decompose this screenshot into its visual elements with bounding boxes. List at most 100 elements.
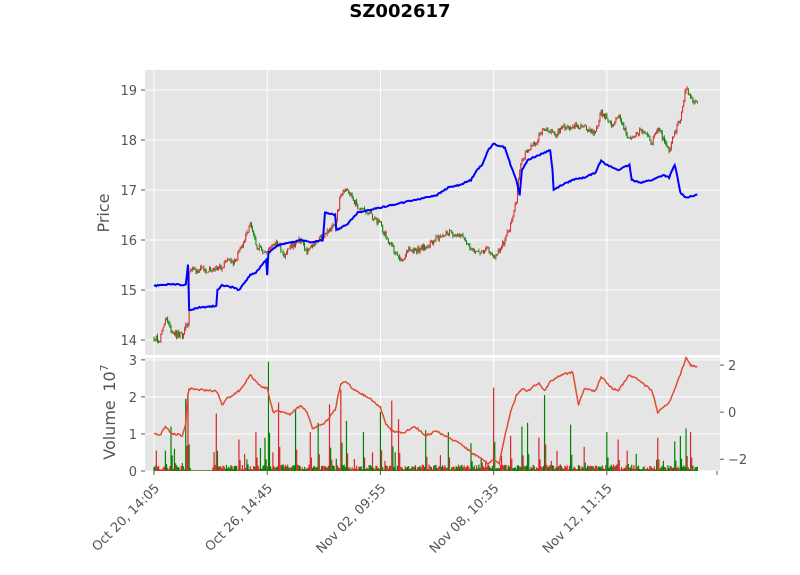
volume-bar xyxy=(530,466,532,471)
volume-bar xyxy=(394,452,396,471)
volume-bar xyxy=(418,466,420,471)
candle-body xyxy=(536,143,538,144)
volume-bar xyxy=(266,466,268,471)
candle-body xyxy=(453,235,455,237)
candle-body xyxy=(281,251,283,253)
candle-body xyxy=(402,259,404,262)
candle-body xyxy=(263,252,265,253)
candle-body xyxy=(310,244,312,247)
volume-bar xyxy=(660,467,662,471)
candle-body xyxy=(523,157,525,160)
volume-bar xyxy=(696,466,698,471)
volume-bar xyxy=(536,467,538,471)
candle-body xyxy=(305,248,307,250)
volume-bar xyxy=(300,469,302,471)
candle-body xyxy=(661,132,663,140)
candle-body xyxy=(356,200,358,206)
volume-bar xyxy=(654,469,657,471)
candle-body xyxy=(596,127,598,132)
volume-bar xyxy=(399,452,401,471)
volume-bar xyxy=(194,470,196,471)
volume-bar xyxy=(637,465,640,471)
candle-body xyxy=(244,240,246,243)
candle-body xyxy=(655,133,656,135)
volume-bar xyxy=(506,469,508,471)
candle-body xyxy=(284,254,286,258)
volume-bar xyxy=(196,470,198,471)
volume-bar xyxy=(154,465,156,471)
candle-body xyxy=(272,244,274,246)
candle-body xyxy=(176,331,178,338)
candle-body xyxy=(332,225,334,226)
volume-bar xyxy=(640,469,642,471)
volume-bar xyxy=(395,469,397,471)
candle-body xyxy=(555,134,557,138)
volume-bar xyxy=(614,466,616,471)
candle-body xyxy=(511,220,513,223)
volume-bar xyxy=(428,464,430,471)
candle-body xyxy=(684,91,686,101)
candle-body xyxy=(509,230,510,232)
volume-bar xyxy=(602,468,605,471)
candle-body xyxy=(409,247,411,251)
candle-body xyxy=(361,208,363,209)
candle-body xyxy=(595,131,596,133)
candle-body xyxy=(473,250,475,252)
candle-body xyxy=(426,246,428,248)
volume-bar xyxy=(462,467,464,471)
volume-bar xyxy=(558,465,560,471)
candle-body xyxy=(513,210,515,218)
candle-body xyxy=(340,194,342,199)
candle-body xyxy=(570,127,572,129)
candle-body xyxy=(467,243,469,245)
candle-body xyxy=(481,250,483,252)
volume-bar xyxy=(684,467,686,471)
candle-body xyxy=(535,143,536,145)
volume-bar xyxy=(538,437,540,471)
candle-body xyxy=(679,119,681,123)
candle-body xyxy=(237,252,239,260)
volume-bar xyxy=(581,466,583,471)
volume-bar xyxy=(585,468,588,471)
candle-body xyxy=(471,248,473,250)
volume-bar xyxy=(429,466,431,471)
candle-body xyxy=(628,137,630,139)
volume-bar xyxy=(174,463,177,471)
volume-bar xyxy=(162,467,164,471)
volume-bar xyxy=(624,467,626,471)
volume-bar xyxy=(539,459,541,471)
volume-bar xyxy=(686,456,688,471)
volume-bar xyxy=(528,454,530,471)
candle-body xyxy=(525,150,527,152)
candle-body xyxy=(153,337,155,341)
candle-body xyxy=(424,245,426,250)
volume-bar xyxy=(279,447,281,471)
candle-body xyxy=(627,137,629,139)
volume-bar xyxy=(598,466,600,471)
candle-body xyxy=(662,137,664,140)
volume-bar xyxy=(545,444,547,471)
volume-bar xyxy=(485,460,487,471)
price-y-tick-label: 17 xyxy=(120,184,137,199)
volume-bar xyxy=(422,465,425,471)
volume-bar xyxy=(296,449,298,471)
volume-bar xyxy=(356,465,358,471)
candle-body xyxy=(576,125,578,127)
volume-bar xyxy=(652,468,654,471)
volume-bar xyxy=(477,468,479,471)
volume-bar xyxy=(393,467,395,471)
candle-body xyxy=(642,131,644,134)
volume-bar xyxy=(370,466,372,471)
x-tick-label: Nov 02, 09:55 xyxy=(314,481,390,557)
candle-body xyxy=(602,113,604,117)
volume-y-tick-label: 3 xyxy=(129,354,137,369)
candle-body xyxy=(175,331,177,335)
candle-body xyxy=(476,251,478,252)
candle-body xyxy=(531,145,533,147)
candle-body xyxy=(293,243,295,247)
candle-body xyxy=(355,200,356,205)
volume-bar xyxy=(384,460,386,471)
volume-bar xyxy=(574,467,576,471)
volume-bar xyxy=(529,469,531,471)
volume-bar xyxy=(400,466,402,471)
